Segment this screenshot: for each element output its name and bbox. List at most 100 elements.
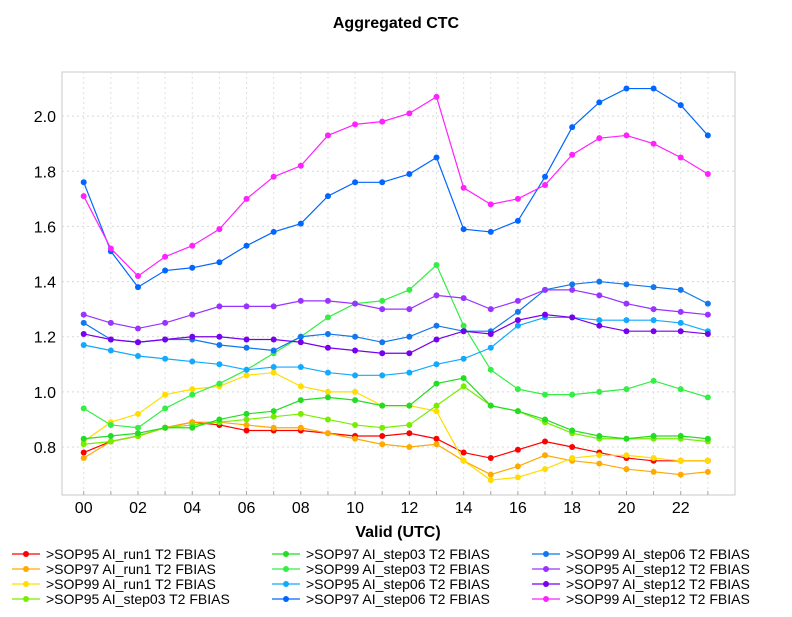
- series-line: [83, 87, 709, 288]
- data-point: [704, 171, 711, 178]
- legend-item: >SOP97 AI_run1 T2 FBIAS: [12, 561, 216, 577]
- grid: [62, 72, 735, 495]
- data-point: [514, 463, 521, 470]
- data-point: [542, 311, 549, 318]
- data-point: [189, 333, 196, 340]
- data-point: [134, 273, 141, 280]
- series-1: [80, 419, 711, 478]
- data-point: [433, 262, 440, 269]
- data-point: [216, 226, 223, 233]
- data-point: [650, 432, 657, 439]
- data-point: [80, 341, 87, 348]
- data-point: [352, 300, 359, 307]
- data-point: [270, 173, 277, 180]
- data-point: [487, 402, 494, 409]
- data-point: [270, 303, 277, 310]
- data-point: [134, 424, 141, 431]
- data-point: [650, 328, 657, 335]
- data-point: [487, 201, 494, 208]
- data-point: [704, 457, 711, 464]
- data-point: [596, 135, 603, 142]
- data-point: [162, 355, 169, 362]
- data-point: [80, 311, 87, 318]
- data-point: [352, 347, 359, 354]
- data-point: [596, 322, 603, 329]
- data-point: [569, 281, 576, 288]
- data-point: [243, 416, 250, 423]
- chart-title: Aggregated CTC: [333, 15, 460, 32]
- series-line: [83, 289, 708, 330]
- data-point: [623, 85, 630, 92]
- x-tick-label: 02: [129, 500, 147, 517]
- legend-item: >SOP97 AI_step03 T2 FBIAS: [272, 546, 490, 562]
- data-point: [650, 284, 657, 291]
- legend-label: >SOP97 AI_step06 T2 FBIAS: [306, 591, 490, 607]
- data-point: [650, 306, 657, 313]
- data-point: [650, 468, 657, 475]
- data-point: [677, 432, 684, 439]
- data-point: [460, 295, 467, 302]
- data-point: [514, 446, 521, 453]
- data-point: [433, 435, 440, 442]
- data-point: [433, 154, 440, 161]
- data-point: [80, 405, 87, 412]
- data-point: [243, 336, 250, 343]
- legend-label: >SOP99 AI_step03 T2 FBIAS: [306, 561, 490, 577]
- data-point: [460, 375, 467, 382]
- data-point: [542, 391, 549, 398]
- data-point: [107, 438, 114, 445]
- data-point: [406, 402, 413, 409]
- data-point: [352, 435, 359, 442]
- data-point: [596, 99, 603, 106]
- data-point: [433, 408, 440, 415]
- legend-item: >SOP95 AI_step03 T2 FBIAS: [12, 591, 230, 607]
- data-point: [460, 184, 467, 191]
- data-point: [297, 424, 304, 431]
- data-point: [677, 154, 684, 161]
- data-point: [297, 162, 304, 169]
- data-point: [216, 380, 223, 387]
- data-point: [623, 300, 630, 307]
- y-tick-label: 1.2: [34, 330, 56, 347]
- data-point: [406, 421, 413, 428]
- data-point: [623, 466, 630, 473]
- data-point: [487, 344, 494, 351]
- data-point: [623, 317, 630, 324]
- data-point: [243, 366, 250, 373]
- legend-marker: [543, 596, 549, 602]
- data-point: [487, 228, 494, 235]
- data-point: [324, 369, 331, 376]
- data-point: [107, 245, 114, 252]
- data-point: [216, 416, 223, 423]
- legend-item: >SOP99 AI_step03 T2 FBIAS: [272, 561, 490, 577]
- data-point: [80, 179, 87, 186]
- data-point: [596, 278, 603, 285]
- data-point: [460, 383, 467, 390]
- data-point: [243, 195, 250, 202]
- data-point: [324, 388, 331, 395]
- data-point: [270, 413, 277, 420]
- legend-item: >SOP99 AI_run1 T2 FBIAS: [12, 576, 216, 592]
- legend-label: >SOP97 AI_step03 T2 FBIAS: [306, 546, 490, 562]
- data-point: [352, 397, 359, 404]
- y-tick-label: 0.8: [34, 440, 56, 457]
- data-point: [270, 408, 277, 415]
- data-point: [460, 355, 467, 362]
- data-point: [406, 286, 413, 293]
- data-point: [704, 435, 711, 442]
- x-tick-label: 22: [672, 500, 690, 517]
- data-point: [297, 339, 304, 346]
- legend-item: >SOP95 AI_step12 T2 FBIAS: [532, 561, 750, 577]
- data-point: [623, 452, 630, 459]
- data-point: [569, 124, 576, 131]
- legend-marker: [23, 566, 29, 572]
- data-point: [352, 388, 359, 395]
- data-point: [297, 333, 304, 340]
- legend-marker: [23, 581, 29, 587]
- series-group: [80, 85, 711, 484]
- data-point: [433, 402, 440, 409]
- data-point: [514, 297, 521, 304]
- data-point: [379, 432, 386, 439]
- data-point: [134, 430, 141, 437]
- data-point: [514, 408, 521, 415]
